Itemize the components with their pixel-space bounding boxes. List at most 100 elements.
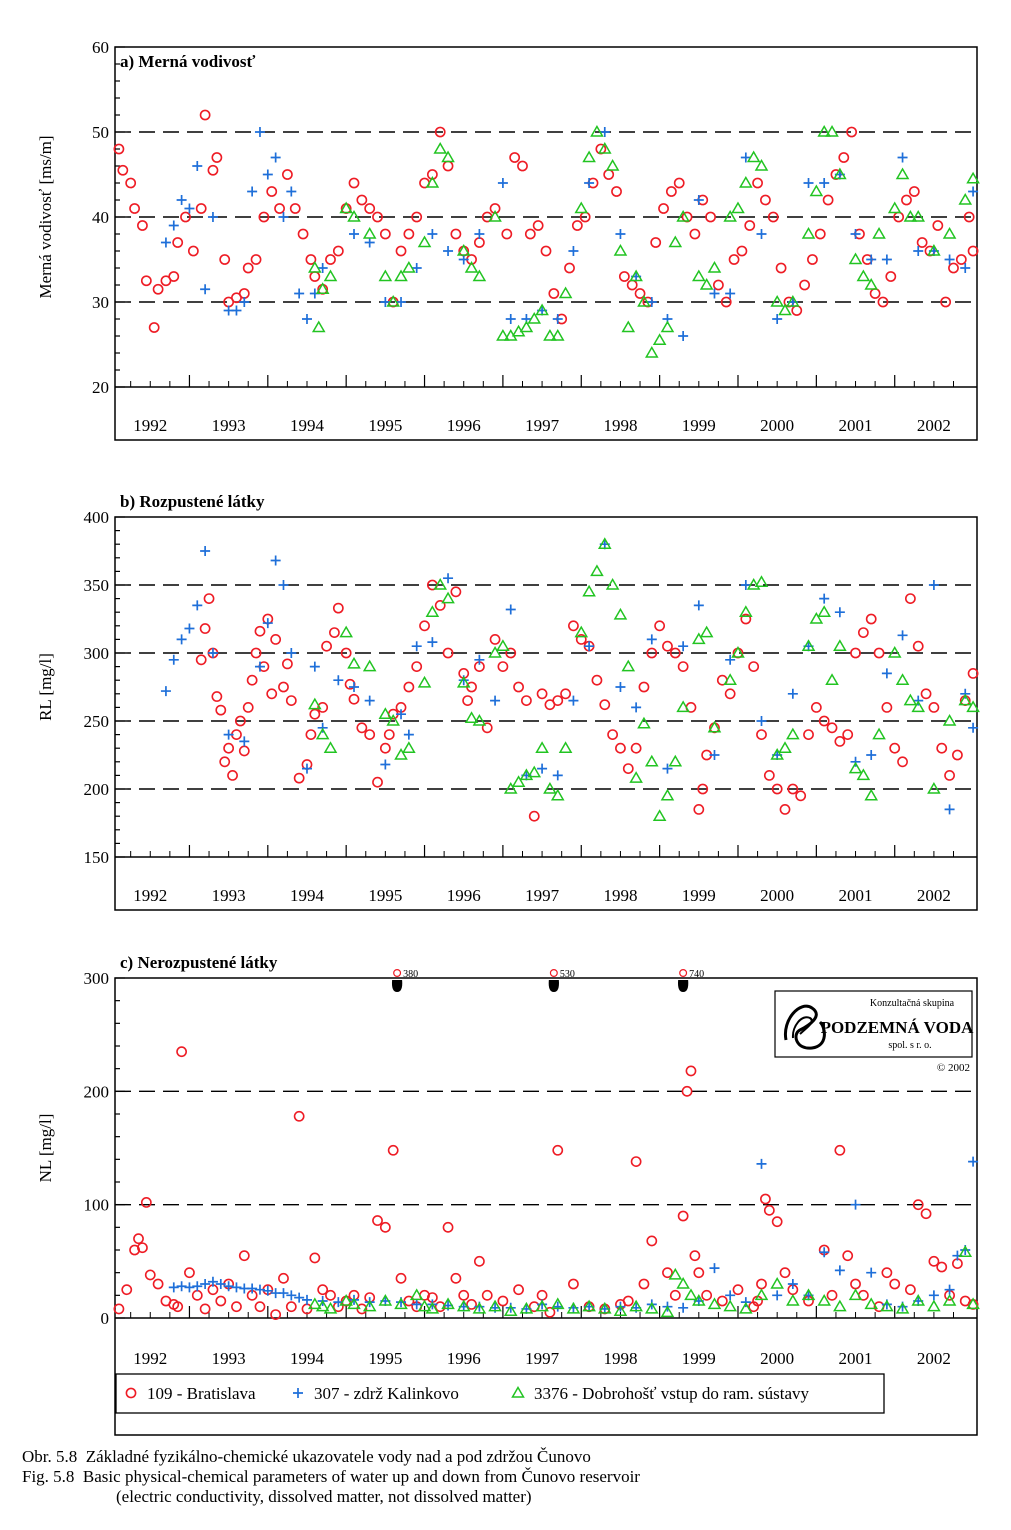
data-point	[819, 593, 830, 604]
data-point	[215, 1295, 227, 1307]
data-point	[411, 661, 423, 672]
caption-line-3: (electric conductivity, dissolved matter…	[116, 1487, 532, 1506]
data-point	[752, 177, 763, 189]
chart-panel-3: 0 100 200 300 1992 1993 1994 1995 1996 1997 1998 19…	[36, 953, 980, 1436]
data-point	[644, 1301, 659, 1314]
data-point	[932, 220, 944, 231]
data-point	[192, 161, 203, 171]
data-point	[826, 1289, 838, 1301]
data-point	[509, 152, 521, 163]
data-point	[278, 580, 289, 590]
logo-copyright: © 2002	[937, 1062, 970, 1074]
data-point	[270, 152, 281, 163]
data-point	[584, 641, 595, 652]
data-point	[184, 203, 195, 214]
data-point	[560, 688, 571, 700]
data-point	[325, 1289, 336, 1301]
data-point	[834, 1265, 845, 1276]
data-point	[725, 288, 736, 299]
outlier-arrow-icon	[391, 980, 403, 992]
data-point	[707, 1297, 722, 1310]
data-point	[754, 159, 769, 171]
data-point	[676, 210, 690, 222]
data-point	[433, 142, 448, 154]
data-point	[887, 201, 902, 214]
y-tick-label: 40	[92, 208, 109, 227]
data-point	[597, 537, 612, 549]
data-point	[920, 1208, 932, 1220]
data-point	[207, 648, 218, 658]
data-point	[192, 1281, 203, 1292]
legend-marker-bratislava	[125, 1387, 137, 1399]
data-point	[309, 271, 321, 282]
data-point	[536, 688, 548, 700]
data-point	[615, 742, 626, 754]
data-point	[176, 1046, 188, 1058]
data-point	[168, 271, 180, 282]
caption-line-2: Fig. 5.8 Basic physical-chemical paramet…	[22, 1467, 640, 1486]
data-point	[850, 647, 861, 659]
data-point	[223, 742, 235, 754]
series-kalinkovo	[160, 127, 979, 341]
data-point	[172, 1301, 184, 1313]
data-point	[496, 329, 510, 341]
data-point	[266, 186, 278, 197]
data-point	[550, 329, 565, 341]
data-point	[247, 186, 258, 197]
company-logo: Konzultačná skupina PODZEMNÁ VODA spol. s …	[774, 990, 974, 1074]
legend-item-kalinkovo: 307 - zdrž Kalinkovo	[293, 1384, 459, 1403]
data-point	[254, 661, 265, 672]
data-point	[692, 1294, 706, 1306]
data-point	[740, 152, 751, 163]
data-point	[403, 228, 415, 240]
data-point	[347, 1297, 361, 1310]
legend: 109 - Bratislava 307 - zdrž Kalinkovo 3376…	[115, 1373, 885, 1414]
data-point	[895, 673, 910, 685]
data-point	[417, 235, 432, 248]
data-point	[379, 742, 391, 754]
data-point	[301, 314, 312, 324]
data-point	[489, 203, 501, 214]
x-tick-label: 1994	[290, 886, 325, 905]
data-point	[568, 620, 579, 632]
data-point	[315, 282, 330, 294]
data-point	[618, 271, 630, 282]
data-point	[250, 647, 262, 659]
x-tick-label: 1992	[133, 416, 167, 435]
data-point	[825, 125, 839, 137]
data-point	[199, 623, 211, 634]
data-point	[677, 661, 689, 672]
data-point	[958, 693, 973, 706]
data-point	[928, 580, 939, 590]
data-point	[629, 1299, 643, 1312]
data-point	[321, 640, 332, 652]
data-point	[966, 700, 980, 713]
data-point	[219, 254, 231, 265]
data-point	[889, 742, 901, 754]
data-point	[575, 634, 587, 645]
data-point	[723, 673, 737, 685]
data-point	[568, 246, 579, 256]
data-point	[140, 275, 152, 287]
data-point	[728, 254, 740, 265]
data-point	[537, 763, 548, 774]
data-point	[795, 790, 807, 802]
data-point	[380, 759, 391, 770]
data-point	[834, 736, 846, 747]
data-point	[223, 1281, 234, 1292]
data-point	[497, 1295, 509, 1307]
data-point	[707, 720, 722, 733]
data-point	[673, 177, 685, 189]
data-point	[697, 783, 709, 795]
outlier-arrow-icon	[548, 980, 559, 992]
data-point	[425, 605, 440, 617]
data-point	[372, 211, 383, 223]
data-point	[621, 320, 636, 333]
data-point	[803, 178, 814, 188]
data-point	[270, 634, 282, 645]
data-point	[215, 1279, 226, 1289]
chart-title: c) Nerozpustené látky	[120, 953, 278, 972]
series-dobrohost	[308, 125, 980, 358]
data-point	[637, 295, 651, 307]
data-point	[668, 1267, 683, 1280]
